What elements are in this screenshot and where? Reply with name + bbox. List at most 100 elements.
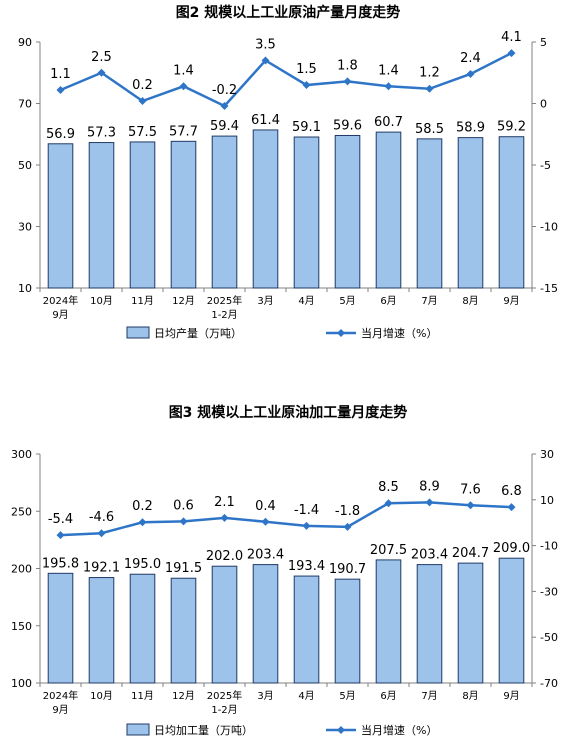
x-tick-label: 1-2月 (211, 704, 237, 716)
x-tick-label: 9月 (52, 704, 68, 716)
y-tick-label: 200 (11, 563, 32, 576)
bar-value-label: 60.7 (374, 115, 403, 130)
growth-value-label: 2.4 (460, 51, 481, 66)
legend-bar-label: 日均加工量（万吨） (154, 724, 253, 737)
growth-value-label: 0.6 (173, 498, 194, 513)
growth-value-label: 2.5 (91, 50, 112, 65)
growth-value-label: 8.9 (419, 479, 440, 494)
y2-tick-label: -15 (540, 282, 558, 295)
x-tick-label: 6月 (380, 295, 396, 307)
bar (88, 577, 115, 684)
growth-marker (507, 503, 516, 512)
y-tick-label: 250 (11, 505, 32, 518)
x-tick-label: 9月 (503, 690, 519, 702)
bar-value-label: 191.5 (165, 561, 202, 576)
y2-tick-label: -70 (540, 677, 558, 690)
bar (170, 577, 197, 684)
y2-tick-label: -10 (540, 221, 558, 234)
growth-value-label: 0.2 (132, 78, 153, 93)
bar (375, 559, 402, 684)
growth-marker (97, 529, 106, 538)
bar (334, 134, 361, 289)
bar-value-label: 59.1 (292, 120, 321, 135)
growth-marker (179, 517, 188, 526)
y2-tick-label: 0 (540, 98, 547, 111)
x-tick-label: 5月 (339, 295, 355, 307)
growth-marker (384, 499, 393, 508)
y-tick-label: 150 (11, 620, 32, 633)
growth-value-label: 7.6 (460, 482, 481, 497)
bar-value-label: 58.5 (415, 122, 444, 137)
growth-value-label: 3.5 (255, 37, 276, 52)
growth-marker (343, 77, 352, 86)
bar-value-label: 190.7 (329, 562, 366, 577)
x-tick-label: 12月 (172, 295, 195, 307)
legend-bar-swatch (126, 723, 150, 736)
bar-value-label: 207.5 (370, 543, 407, 558)
bar-value-label: 195.8 (42, 556, 79, 571)
bar (457, 562, 484, 684)
growth-value-label: -1.8 (335, 504, 360, 519)
bar (498, 136, 525, 289)
growth-marker (261, 56, 270, 65)
legend-line-marker (337, 329, 345, 337)
bar-value-label: 59.4 (210, 119, 239, 134)
x-tick-label: 2025年 (207, 689, 242, 702)
bar (129, 141, 156, 289)
bar-value-label: 57.3 (87, 126, 116, 141)
bar (129, 573, 156, 684)
growth-value-label: 1.2 (419, 66, 440, 81)
growth-marker (97, 68, 106, 77)
bar (293, 136, 320, 289)
bar-value-label: 61.4 (251, 113, 280, 128)
bar-value-label: 59.6 (333, 118, 362, 133)
x-tick-label: 2024年 (43, 689, 78, 702)
legend-bar-label: 日均产量（万吨） (154, 326, 242, 340)
bar (211, 565, 238, 684)
legend-line-label: 当月增速（%） (361, 723, 437, 737)
bar (211, 135, 238, 289)
growth-marker (261, 517, 270, 526)
chart-title: 图2 规模以上工业原油产量月度走势 (175, 5, 401, 21)
growth-marker (302, 521, 311, 530)
growth-marker (343, 522, 352, 531)
bar (47, 143, 74, 289)
bar-value-label: 192.1 (83, 561, 120, 576)
y-tick-label: 100 (11, 677, 32, 690)
bar (334, 578, 361, 684)
growth-marker (138, 97, 147, 106)
y-tick-label: 90 (18, 36, 32, 49)
bar-value-label: 202.0 (206, 549, 243, 564)
bar-value-label: 195.0 (124, 557, 161, 572)
growth-marker (302, 81, 311, 90)
legend-bar-swatch (126, 326, 150, 339)
growth-marker (56, 85, 65, 94)
growth-value-label: -4.6 (89, 510, 114, 525)
y-tick-label: 10 (18, 282, 32, 295)
growth-marker (220, 513, 229, 522)
y-tick-label: 30 (18, 221, 32, 234)
bar (375, 131, 402, 289)
bar (498, 557, 525, 684)
growth-marker (220, 101, 229, 110)
growth-value-label: 8.5 (378, 480, 399, 495)
growth-value-label: 1.4 (173, 63, 194, 78)
bar (416, 564, 443, 684)
y-tick-label: 300 (11, 448, 32, 461)
y2-tick-label: -50 (540, 631, 558, 644)
growth-value-label: 2.1 (214, 495, 235, 510)
growth-marker (179, 82, 188, 91)
growth-marker (138, 518, 147, 527)
bar-value-label: 203.4 (411, 548, 448, 563)
growth-value-label: 1.5 (296, 62, 317, 77)
bar (170, 140, 197, 289)
y-tick-label: 70 (18, 98, 32, 111)
x-tick-label: 3月 (257, 295, 273, 307)
growth-value-label: 1.8 (337, 58, 358, 73)
x-tick-label: 8月 (462, 295, 478, 307)
chart-title: 图3 规模以上工业原油加工量月度走势 (168, 405, 408, 421)
bar (252, 129, 279, 289)
x-tick-label: 6月 (380, 690, 396, 702)
growth-value-label: 1.1 (50, 67, 71, 82)
bar (416, 138, 443, 289)
